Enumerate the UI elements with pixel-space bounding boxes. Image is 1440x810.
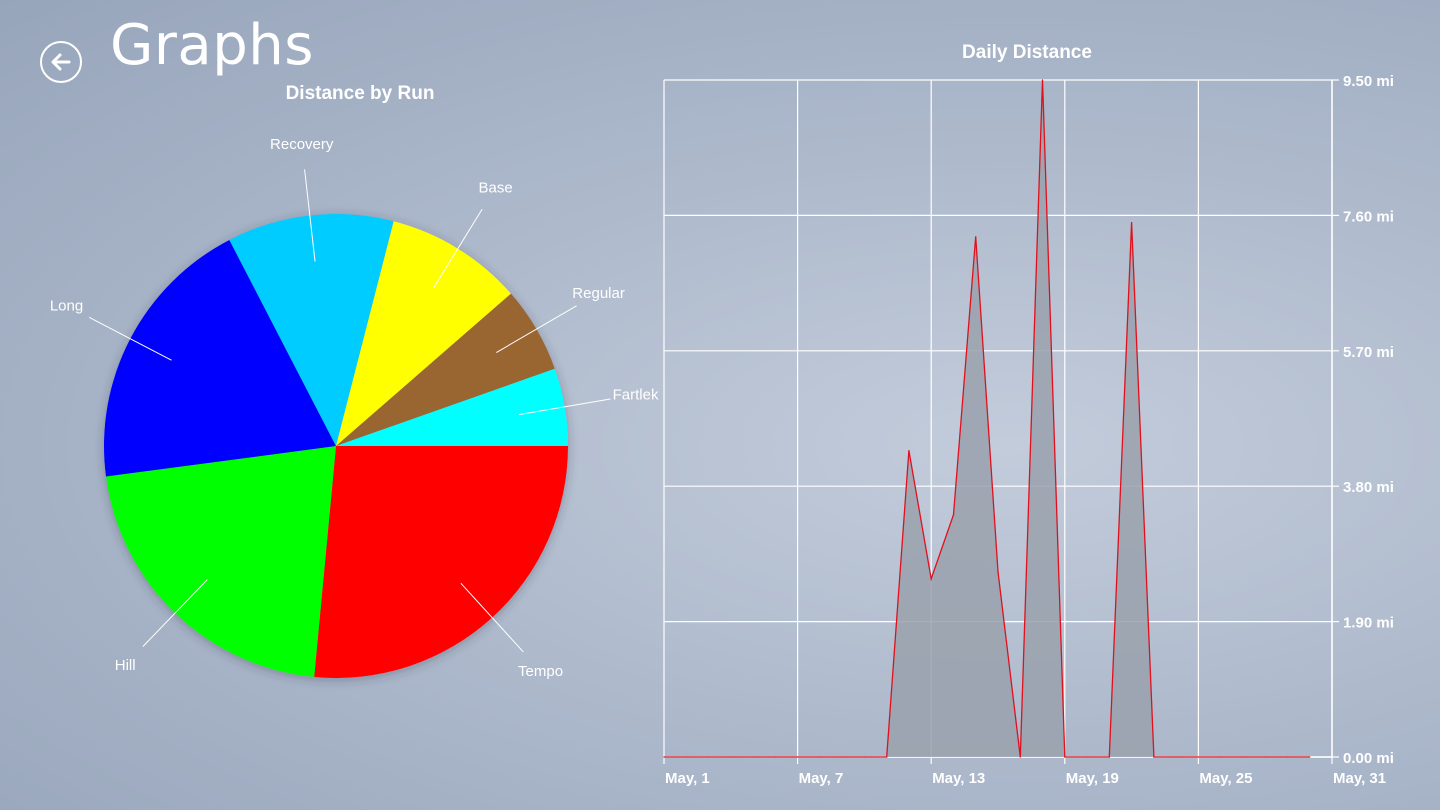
data-point (1131, 221, 1133, 224)
data-point (774, 756, 776, 758)
pie-leader-line (433, 208, 483, 289)
data-point (1242, 756, 1244, 758)
data-point (1309, 756, 1311, 758)
pie-chart: Tempo Hill Long Recovery Base Regular Fartlek (50, 136, 659, 680)
pie-label-base: Base (479, 179, 513, 196)
data-point (752, 756, 754, 758)
y-tick-label: 3.80 mi (1343, 479, 1394, 496)
pie-slice-base (336, 221, 511, 446)
distance-area (664, 80, 1310, 757)
pie-slice-hill (106, 446, 336, 677)
y-tick-label: 0.00 mi (1343, 750, 1394, 767)
x-tick-label: May, 1 (665, 770, 710, 787)
data-point (663, 756, 665, 758)
x-tick-label: May, 25 (1199, 770, 1252, 787)
x-tick-label: May, 7 (799, 770, 844, 787)
pie-slice-regular (336, 293, 555, 446)
data-point (975, 236, 977, 238)
data-point (819, 756, 821, 758)
data-point (930, 578, 932, 580)
arrow-left-icon (51, 53, 71, 71)
data-point (908, 449, 910, 452)
pie-leader-line (460, 582, 524, 653)
data-point (952, 514, 955, 516)
pie-leader-line (304, 169, 316, 262)
pie-chart-title: Distance by Run (286, 83, 435, 104)
data-point (1064, 756, 1066, 758)
pie-slice-recovery (229, 214, 394, 446)
data-point (1086, 756, 1088, 758)
data-point (797, 756, 799, 758)
data-point (730, 756, 732, 758)
pie-label-tempo: Tempo (518, 663, 563, 680)
data-point (886, 756, 888, 758)
data-point (1019, 756, 1021, 758)
data-point (707, 756, 710, 758)
pie-slice-long (104, 239, 337, 477)
pie-slice-fartlek (336, 368, 568, 446)
pie-label-fartlek: Fartlek (613, 387, 659, 404)
pie-leader-line (142, 579, 208, 647)
line-chart-title: Daily Distance (962, 42, 1092, 63)
area-chart: 0.00 mi 1.90 mi 3.80 mi 5.70 mi 7.60 mi 9.50 … (663, 73, 1394, 787)
data-point (685, 756, 687, 758)
data-point (841, 756, 843, 758)
data-point (1041, 79, 1044, 81)
data-point (1153, 756, 1155, 758)
data-point (1108, 756, 1110, 758)
y-tick-label: 5.70 mi (1343, 344, 1394, 361)
data-point (1220, 756, 1222, 758)
distance-line (664, 79, 1310, 758)
data-point (863, 756, 866, 758)
pie-label-regular: Regular (572, 285, 625, 302)
x-tick-label: May, 13 (932, 770, 985, 787)
pie-leader-line (88, 316, 172, 361)
pie-leader-line (518, 398, 611, 416)
pie-leader-line (496, 305, 577, 353)
y-tick-label: 7.60 mi (1343, 208, 1394, 225)
pie-label-hill: Hill (115, 657, 136, 674)
pie-label-recovery: Recovery (270, 136, 334, 153)
pie-slice-tempo (314, 446, 568, 678)
data-point (1197, 756, 1199, 758)
data-point (1286, 756, 1289, 758)
x-tick-label: May, 31 (1333, 770, 1386, 787)
back-button[interactable] (40, 41, 82, 83)
y-tick-label: 9.50 mi (1343, 73, 1394, 90)
data-point (1264, 756, 1266, 758)
pie-label-long: Long (50, 297, 83, 314)
data-point (997, 571, 999, 573)
data-point (1175, 756, 1177, 758)
x-tick-label: May, 19 (1066, 770, 1119, 787)
page-title: Graphs (110, 13, 314, 78)
y-tick-label: 1.90 mi (1343, 615, 1394, 632)
